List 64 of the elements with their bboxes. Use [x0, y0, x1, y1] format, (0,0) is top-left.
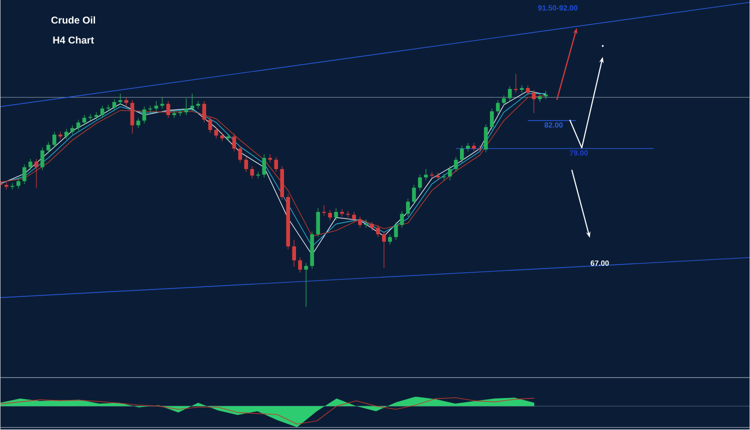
candlestick — [112, 99, 116, 111]
candlestick — [100, 106, 104, 118]
candlestick — [22, 164, 26, 184]
candlestick — [142, 106, 146, 124]
candlestick — [526, 85, 530, 96]
candlestick — [208, 116, 212, 134]
candlestick — [442, 174, 446, 181]
candlestick — [412, 184, 416, 205]
candlestick — [370, 222, 374, 232]
candlestick — [394, 222, 398, 240]
candlestick — [382, 231, 386, 268]
candlestick — [364, 219, 368, 228]
candlestick — [316, 208, 320, 238]
candlestick — [64, 128, 68, 140]
candlestick — [376, 224, 380, 238]
candlestick — [244, 156, 248, 172]
candlestick — [532, 90, 536, 114]
candlestick — [454, 156, 458, 172]
candlestick — [262, 154, 266, 178]
candlestick — [40, 148, 44, 171]
candlestick — [130, 100, 134, 134]
candlestick — [52, 132, 56, 148]
candlestick — [400, 210, 404, 228]
candlestick — [190, 94, 194, 112]
candlestick — [76, 120, 80, 132]
candlestick — [358, 216, 362, 228]
candlestick — [232, 134, 236, 152]
candlestick — [28, 158, 32, 171]
candlestick — [460, 146, 464, 164]
candlestick — [328, 210, 332, 221]
chart-subtitle: H4 Chart — [53, 36, 94, 44]
candlestick — [304, 263, 308, 308]
candlestick — [514, 74, 518, 94]
candlestick — [118, 94, 122, 106]
candlestick — [70, 125, 74, 136]
candlestick — [322, 205, 326, 216]
candlestick — [214, 127, 218, 139]
candlestick — [508, 86, 512, 102]
candlestick — [292, 240, 296, 268]
candlestick — [274, 156, 278, 172]
candlestick — [496, 100, 500, 115]
candlestick — [430, 172, 434, 179]
candlestick — [154, 100, 158, 112]
candlestick — [502, 95, 506, 106]
candlestick — [166, 100, 170, 118]
candlestick — [298, 257, 302, 273]
candlestick — [448, 166, 452, 181]
chart-title: Crude Oil — [51, 16, 96, 24]
candlestick — [46, 142, 50, 154]
candlestick — [352, 212, 356, 223]
candlestick — [16, 178, 20, 190]
candlestick — [340, 209, 344, 218]
candlestick — [34, 158, 38, 188]
candlestick — [406, 198, 410, 218]
candlestick — [418, 174, 422, 192]
candlestick — [424, 168, 428, 181]
candlestick — [334, 208, 338, 221]
candlestick — [490, 108, 494, 130]
candlestick — [388, 234, 392, 246]
candlestick — [436, 172, 440, 181]
candlestick — [484, 124, 488, 153]
candlestick — [238, 146, 242, 164]
candlestick — [250, 166, 254, 179]
candlestick — [136, 118, 140, 129]
